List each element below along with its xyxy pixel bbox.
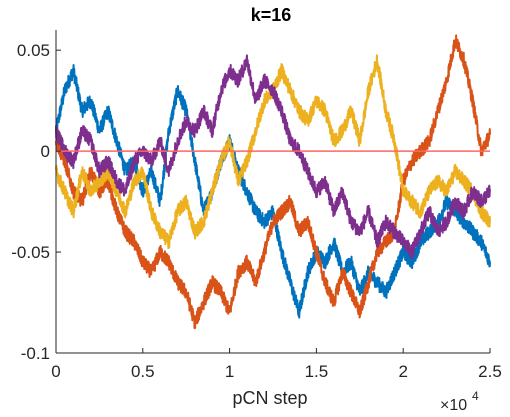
y-tick-label: -0.05 — [11, 243, 50, 262]
x-tick-label: 0 — [51, 362, 60, 381]
series-line-4 — [55, 54, 491, 260]
x-axis-title: pCN step — [232, 388, 307, 408]
series-line-2 — [55, 34, 491, 330]
x-tick-label: 0.5 — [131, 362, 155, 381]
x-exponent-power: 4 — [472, 389, 479, 403]
y-tick-label: -0.1 — [21, 344, 50, 363]
y-tick-label: 0.05 — [17, 41, 50, 60]
series-line-3 — [55, 54, 491, 250]
x-exponent-base: ×10 — [440, 397, 467, 414]
series-line-1 — [55, 63, 491, 319]
y-tick-label: 0 — [41, 142, 50, 161]
x-tick-label: 2 — [398, 362, 407, 381]
x-tick-label: 2.5 — [478, 362, 502, 381]
series-group — [55, 34, 491, 330]
x-tick-label: 1 — [225, 362, 234, 381]
x-tick-label: 1.5 — [305, 362, 329, 381]
chart-title: k=16 — [251, 5, 292, 25]
